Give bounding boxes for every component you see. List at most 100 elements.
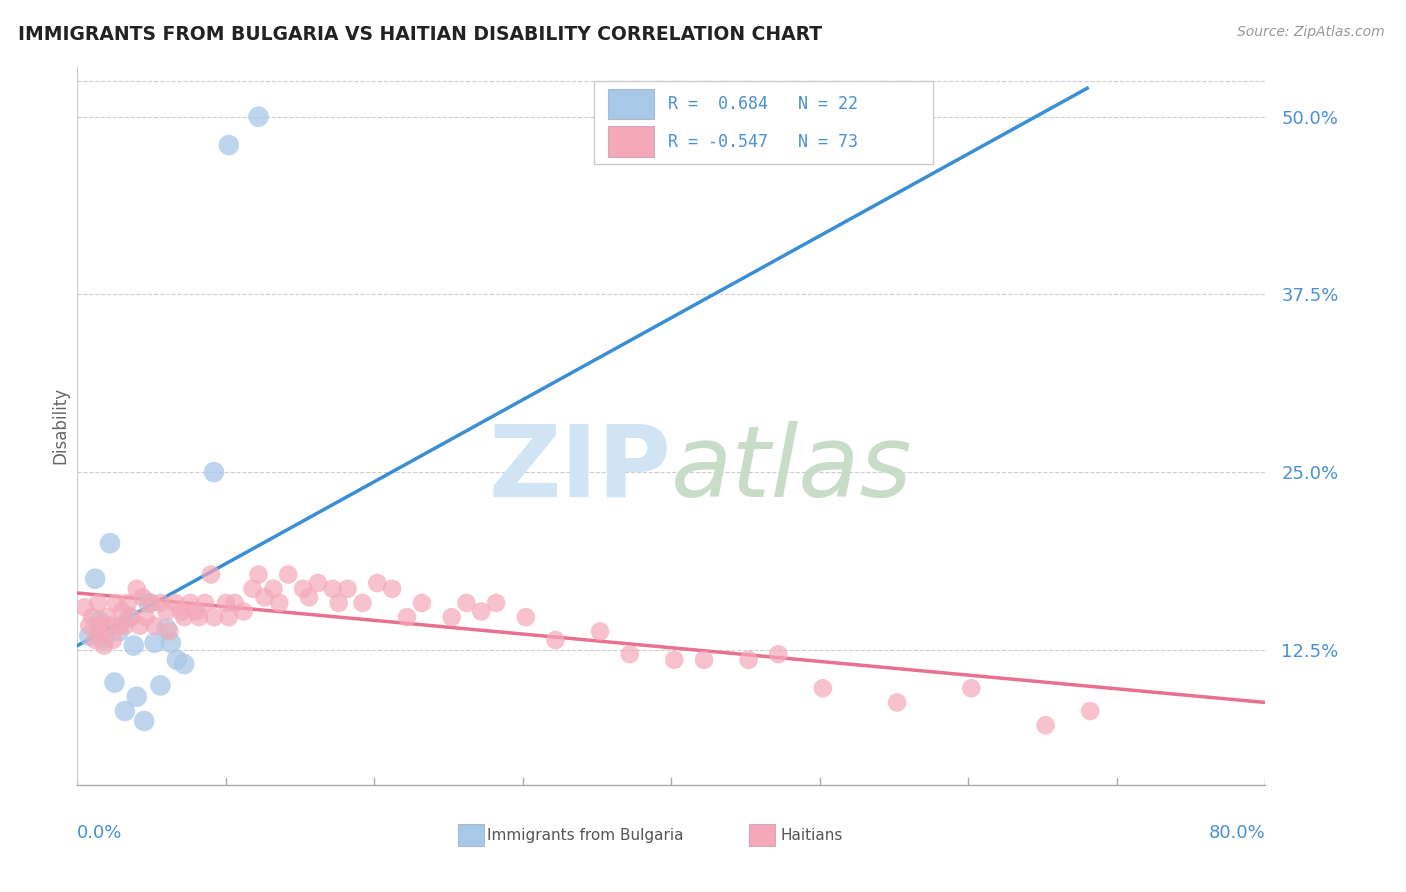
- Point: [128, 618, 150, 632]
- Point: [165, 596, 187, 610]
- Point: [166, 653, 188, 667]
- Text: Source: ZipAtlas.com: Source: ZipAtlas.com: [1237, 25, 1385, 39]
- Point: [125, 690, 148, 704]
- Point: [269, 596, 291, 610]
- Point: [173, 657, 195, 672]
- Point: [218, 610, 240, 624]
- Point: [90, 627, 112, 641]
- Point: [89, 618, 111, 632]
- Text: IMMIGRANTS FROM BULGARIA VS HAITIAN DISABILITY CORRELATION CHART: IMMIGRANTS FROM BULGARIA VS HAITIAN DISA…: [18, 25, 823, 44]
- Point: [202, 610, 225, 624]
- Point: [98, 536, 121, 550]
- Point: [200, 567, 222, 582]
- Point: [98, 618, 121, 632]
- Point: [456, 596, 478, 610]
- Point: [247, 110, 270, 124]
- Point: [77, 618, 100, 632]
- Point: [395, 610, 418, 624]
- Text: R =  0.684   N = 22: R = 0.684 N = 22: [668, 95, 858, 113]
- Point: [170, 605, 193, 619]
- Point: [544, 632, 567, 647]
- Point: [224, 596, 246, 610]
- Point: [336, 582, 359, 596]
- Text: Immigrants from Bulgaria: Immigrants from Bulgaria: [488, 828, 683, 843]
- Point: [188, 610, 211, 624]
- Point: [277, 567, 299, 582]
- Point: [886, 696, 908, 710]
- FancyBboxPatch shape: [595, 81, 932, 164]
- Point: [84, 632, 107, 647]
- Point: [108, 624, 131, 639]
- Point: [960, 681, 983, 696]
- Point: [87, 596, 110, 610]
- Point: [366, 576, 388, 591]
- Point: [77, 629, 100, 643]
- Point: [619, 647, 641, 661]
- Point: [411, 596, 433, 610]
- Point: [186, 605, 208, 619]
- Text: ZIP: ZIP: [488, 420, 672, 517]
- Point: [215, 596, 238, 610]
- Text: 80.0%: 80.0%: [1209, 824, 1265, 842]
- Point: [89, 615, 111, 629]
- Point: [117, 596, 139, 610]
- Point: [155, 605, 177, 619]
- FancyBboxPatch shape: [457, 824, 484, 846]
- Point: [381, 582, 404, 596]
- Point: [693, 653, 716, 667]
- Point: [118, 610, 141, 624]
- Point: [131, 591, 153, 605]
- Point: [82, 610, 104, 624]
- Point: [589, 624, 612, 639]
- Point: [134, 714, 156, 728]
- Point: [120, 610, 142, 624]
- Point: [149, 678, 172, 692]
- Point: [93, 639, 115, 653]
- Point: [352, 596, 374, 610]
- Point: [232, 605, 254, 619]
- Point: [84, 572, 107, 586]
- Point: [111, 605, 134, 619]
- Point: [470, 605, 492, 619]
- Point: [737, 653, 759, 667]
- Point: [73, 600, 96, 615]
- Point: [218, 138, 240, 153]
- Text: Haitians: Haitians: [780, 828, 844, 843]
- Point: [101, 632, 124, 647]
- Point: [155, 622, 177, 636]
- Point: [143, 636, 166, 650]
- Text: R = -0.547   N = 73: R = -0.547 N = 73: [668, 133, 858, 151]
- Point: [1035, 718, 1057, 732]
- Point: [157, 624, 180, 639]
- Point: [93, 632, 115, 647]
- Point: [194, 596, 217, 610]
- Point: [96, 610, 118, 624]
- Point: [125, 582, 148, 596]
- Point: [292, 582, 315, 596]
- Point: [202, 465, 225, 479]
- Point: [122, 639, 145, 653]
- Point: [135, 610, 157, 624]
- Text: atlas: atlas: [672, 420, 912, 517]
- FancyBboxPatch shape: [609, 127, 654, 157]
- FancyBboxPatch shape: [748, 824, 775, 846]
- Point: [811, 681, 834, 696]
- Point: [307, 576, 329, 591]
- Point: [328, 596, 350, 610]
- Point: [141, 596, 163, 610]
- Point: [173, 610, 195, 624]
- Point: [253, 591, 276, 605]
- Point: [242, 582, 264, 596]
- Point: [138, 596, 160, 610]
- Point: [114, 704, 136, 718]
- FancyBboxPatch shape: [609, 89, 654, 120]
- Point: [298, 591, 321, 605]
- Point: [768, 647, 790, 661]
- Point: [1078, 704, 1101, 718]
- Point: [664, 653, 686, 667]
- Point: [149, 596, 172, 610]
- Point: [108, 618, 131, 632]
- Point: [485, 596, 508, 610]
- Point: [247, 567, 270, 582]
- Point: [160, 636, 183, 650]
